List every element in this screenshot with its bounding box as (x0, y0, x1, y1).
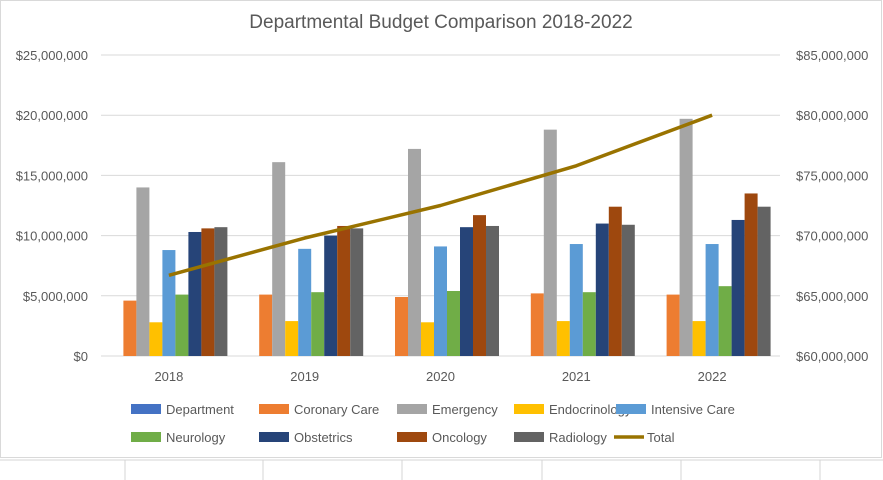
bar-emergency (679, 118, 693, 356)
legend-label: Endocrinology (549, 402, 632, 417)
right-axis-tick: $60,000,000 (796, 349, 868, 364)
bar-radiology (486, 225, 499, 356)
line-total (168, 113, 713, 278)
bar-neurology (311, 292, 325, 356)
bar-neurology (718, 286, 732, 356)
chart-title: Departmental Budget Comparison 2018-2022 (249, 12, 632, 33)
bar-coronary-care (259, 294, 273, 356)
right-axis-tick: $65,000,000 (796, 289, 868, 304)
bar-endocrinology (421, 322, 434, 356)
bar-endocrinology (285, 321, 299, 356)
bar-emergency (136, 187, 150, 356)
category-label: 2018 (154, 369, 183, 384)
legend-marker (259, 404, 289, 414)
legend-label: Radiology (549, 430, 607, 445)
bar-endocrinology (149, 322, 163, 356)
bar-intensive-care (569, 244, 583, 356)
right-axis-tick: $75,000,000 (796, 168, 868, 183)
bar-intensive-care (705, 244, 719, 356)
bar-emergency (543, 129, 557, 356)
legend-marker (131, 404, 161, 414)
bar-neurology (582, 292, 596, 356)
bar-oncology (744, 193, 758, 356)
bar-oncology (473, 215, 486, 356)
bar-obstetrics (324, 235, 338, 356)
legend-label: Intensive Care (651, 402, 735, 417)
bar-intensive-care (162, 250, 176, 356)
bar-coronary-care (666, 294, 680, 356)
bar-coronary-care (395, 297, 408, 356)
legend-marker (131, 432, 161, 442)
category-label: 2021 (562, 369, 591, 384)
bar-emergency (408, 148, 421, 356)
bar-obstetrics (460, 227, 473, 356)
bar-oncology (201, 228, 215, 356)
bar-radiology (350, 228, 364, 356)
legend-label: Emergency (432, 402, 498, 417)
bar-obstetrics (595, 223, 609, 356)
left-axis-tick: $5,000,000 (23, 289, 88, 304)
left-axis-tick: $15,000,000 (16, 168, 88, 183)
bar-neurology (175, 294, 189, 356)
category-label: 2022 (698, 369, 727, 384)
bar-neurology (447, 290, 460, 356)
legend-marker (514, 404, 544, 414)
left-axis-tick: $20,000,000 (16, 108, 88, 123)
bar-obstetrics (731, 219, 745, 356)
legend-label: Total (647, 430, 675, 445)
bar-radiology (621, 224, 635, 356)
right-axis-tick: $70,000,000 (796, 229, 868, 244)
legend-label: Obstetrics (294, 430, 353, 445)
bar-endocrinology (556, 321, 570, 356)
bar-obstetrics (188, 231, 202, 356)
legend-marker (616, 404, 646, 414)
legend-label: Neurology (166, 430, 226, 445)
bar-emergency (272, 162, 286, 356)
legend-marker (514, 432, 544, 442)
bar-radiology (214, 227, 228, 356)
legend-marker (259, 432, 289, 442)
category-label: 2020 (426, 369, 455, 384)
right-axis-tick: $80,000,000 (796, 108, 868, 123)
bar-oncology (608, 206, 622, 356)
bar-intensive-care (434, 246, 447, 356)
legend-label: Oncology (432, 430, 487, 445)
bar-oncology (337, 225, 351, 356)
category-label: 2019 (290, 369, 319, 384)
legend-marker (397, 404, 427, 414)
left-axis-tick: $25,000,000 (16, 48, 88, 63)
right-axis-tick: $85,000,000 (796, 48, 868, 63)
legend-label: Department (166, 402, 234, 417)
legend-marker (397, 432, 427, 442)
bar-coronary-care (123, 300, 137, 356)
legend-label: Coronary Care (294, 402, 379, 417)
bar-radiology (757, 206, 771, 356)
bar-coronary-care (530, 293, 544, 356)
bar-endocrinology (692, 321, 706, 356)
bar-intensive-care (298, 248, 312, 356)
left-axis-tick: $10,000,000 (16, 229, 88, 244)
left-axis-tick: $0 (74, 349, 88, 364)
